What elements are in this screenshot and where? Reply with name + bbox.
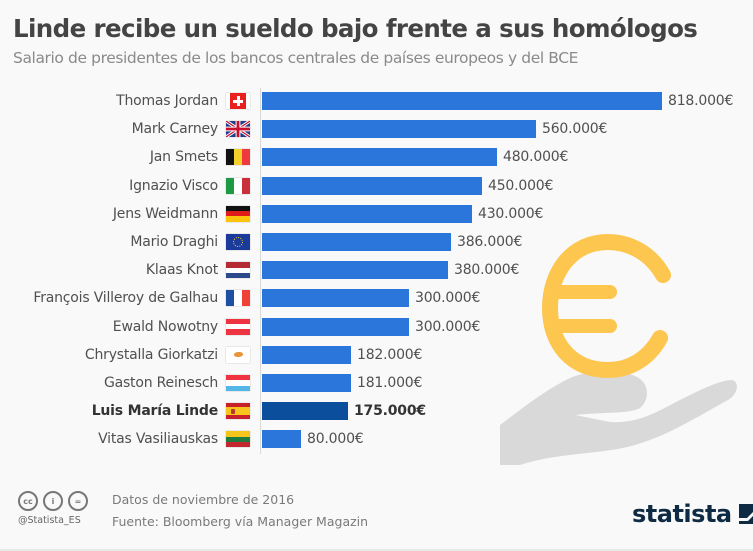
united-kingdom-flag-icon <box>226 121 250 138</box>
salary-bar <box>262 92 662 110</box>
salary-bar <box>262 345 351 364</box>
chart-row-lithuania: Vitas Vasiliauskas 80.000€ <box>0 429 753 449</box>
chart-row-germany: Jens Weidmann 430.000€ <box>0 204 753 224</box>
president-name: Gaston Reinesch <box>103 375 218 391</box>
chart-subtitle: Salario de presidentes de los bancos cen… <box>13 49 579 67</box>
chart-row-switzerland: Thomas Jordan 818.000€ <box>0 91 753 111</box>
salary-bar <box>262 402 348 421</box>
cyprus-flag-icon <box>226 346 250 363</box>
president-name: Thomas Jordan <box>116 93 218 109</box>
license-icons: cc i = <box>18 491 88 511</box>
y-axis-line <box>260 88 261 454</box>
salary-bar <box>262 120 536 139</box>
salary-value-label: 480.000€ <box>503 149 569 166</box>
president-name: Vitas Vasiliauskas <box>98 431 218 448</box>
chart-row-belgium: Jan Smets 480.000€ <box>0 147 753 167</box>
president-name: Ignazio Visco <box>129 177 218 194</box>
president-name: Chrystalla Giorkatzi <box>84 346 218 363</box>
salary-value-label: 430.000€ <box>478 205 544 222</box>
spain-flag-icon <box>226 403 250 420</box>
salary-value-label: 386.000€ <box>457 234 523 250</box>
chart-row-european-union: Mario Draghi 386.000€ <box>0 232 753 252</box>
chart-row-united-kingdom: Mark Carney 560.000€ <box>0 119 753 139</box>
france-flag-icon <box>226 290 250 307</box>
cc-icon: cc <box>18 491 38 511</box>
no-derivatives-icon: = <box>68 491 88 511</box>
salary-value-label: 380.000€ <box>454 262 520 279</box>
salary-value-label: 175.000€ <box>354 403 426 420</box>
president-name: Jens Weidmann <box>112 205 218 222</box>
chart-row-france: François Villeroy de Galhau 300.000€ <box>0 288 753 308</box>
salary-bar <box>262 289 409 308</box>
chart-title: Linde recibe un sueldo bajo frente a sus… <box>13 14 698 43</box>
president-name: Jan Smets <box>149 149 218 166</box>
salary-bar <box>262 233 451 251</box>
statista-wordmark: statista <box>632 500 732 528</box>
date-note: Datos de noviembre de 2016 <box>112 492 295 507</box>
statista-logo: statista <box>632 500 753 528</box>
salary-bar <box>262 204 472 223</box>
chart-row-cyprus: Chrystalla Giorkatzi 182.000€ <box>0 345 753 365</box>
lithuania-flag-icon <box>226 431 250 448</box>
salary-value-label: 300.000€ <box>415 290 481 307</box>
footer-divider <box>0 549 753 551</box>
italy-flag-icon <box>226 177 250 194</box>
statista-logo-icon <box>738 504 753 524</box>
salary-value-label: 300.000€ <box>415 318 481 335</box>
salary-bar <box>262 148 497 167</box>
salary-value-label: 182.000€ <box>357 346 423 363</box>
chart-row-netherlands: Klaas Knot 380.000€ <box>0 260 753 280</box>
euro-arc <box>541 233 671 379</box>
salary-bar <box>262 374 351 392</box>
hand-shape <box>500 371 737 465</box>
president-name: Ewald Nowotny <box>112 318 218 335</box>
chart-row-italy: Ignazio Visco 450.000€ <box>0 176 753 196</box>
president-name: François Villeroy de Galhau <box>33 290 218 307</box>
switzerland-flag-icon <box>226 93 250 109</box>
european-union-flag-icon <box>226 234 250 250</box>
president-name: Luis María Linde <box>91 403 219 420</box>
president-name: Mario Draghi <box>130 234 218 250</box>
luxembourg-flag-icon <box>226 375 250 391</box>
netherlands-flag-icon <box>226 262 250 279</box>
salary-value-label: 450.000€ <box>488 177 554 194</box>
attribution-icon: i <box>43 491 63 511</box>
germany-flag-icon <box>226 205 250 222</box>
salary-value-label: 80.000€ <box>307 431 364 448</box>
salary-value-label: 818.000€ <box>668 93 734 109</box>
chart-row-spain: Luis María Linde 175.000€ <box>0 401 753 421</box>
president-name: Klaas Knot <box>145 262 218 279</box>
salary-bar <box>262 430 301 449</box>
belgium-flag-icon <box>226 149 250 166</box>
salary-bar <box>262 176 482 195</box>
social-handle: @Statista_ES <box>18 515 81 526</box>
chart-row-luxembourg: Gaston Reinesch 181.000€ <box>0 373 753 393</box>
president-name: Mark Carney <box>131 121 219 138</box>
salary-bar <box>262 261 448 280</box>
chart-row-austria: Ewald Nowotny 300.000€ <box>0 317 753 337</box>
austria-flag-icon <box>226 318 250 335</box>
salary-bar <box>262 317 409 336</box>
salary-value-label: 181.000€ <box>357 375 423 391</box>
euro-in-hand-icon <box>500 233 737 465</box>
salary-value-label: 560.000€ <box>542 121 608 138</box>
source-note: Fuente: Bloomberg vía Manager Magazin <box>112 514 369 529</box>
